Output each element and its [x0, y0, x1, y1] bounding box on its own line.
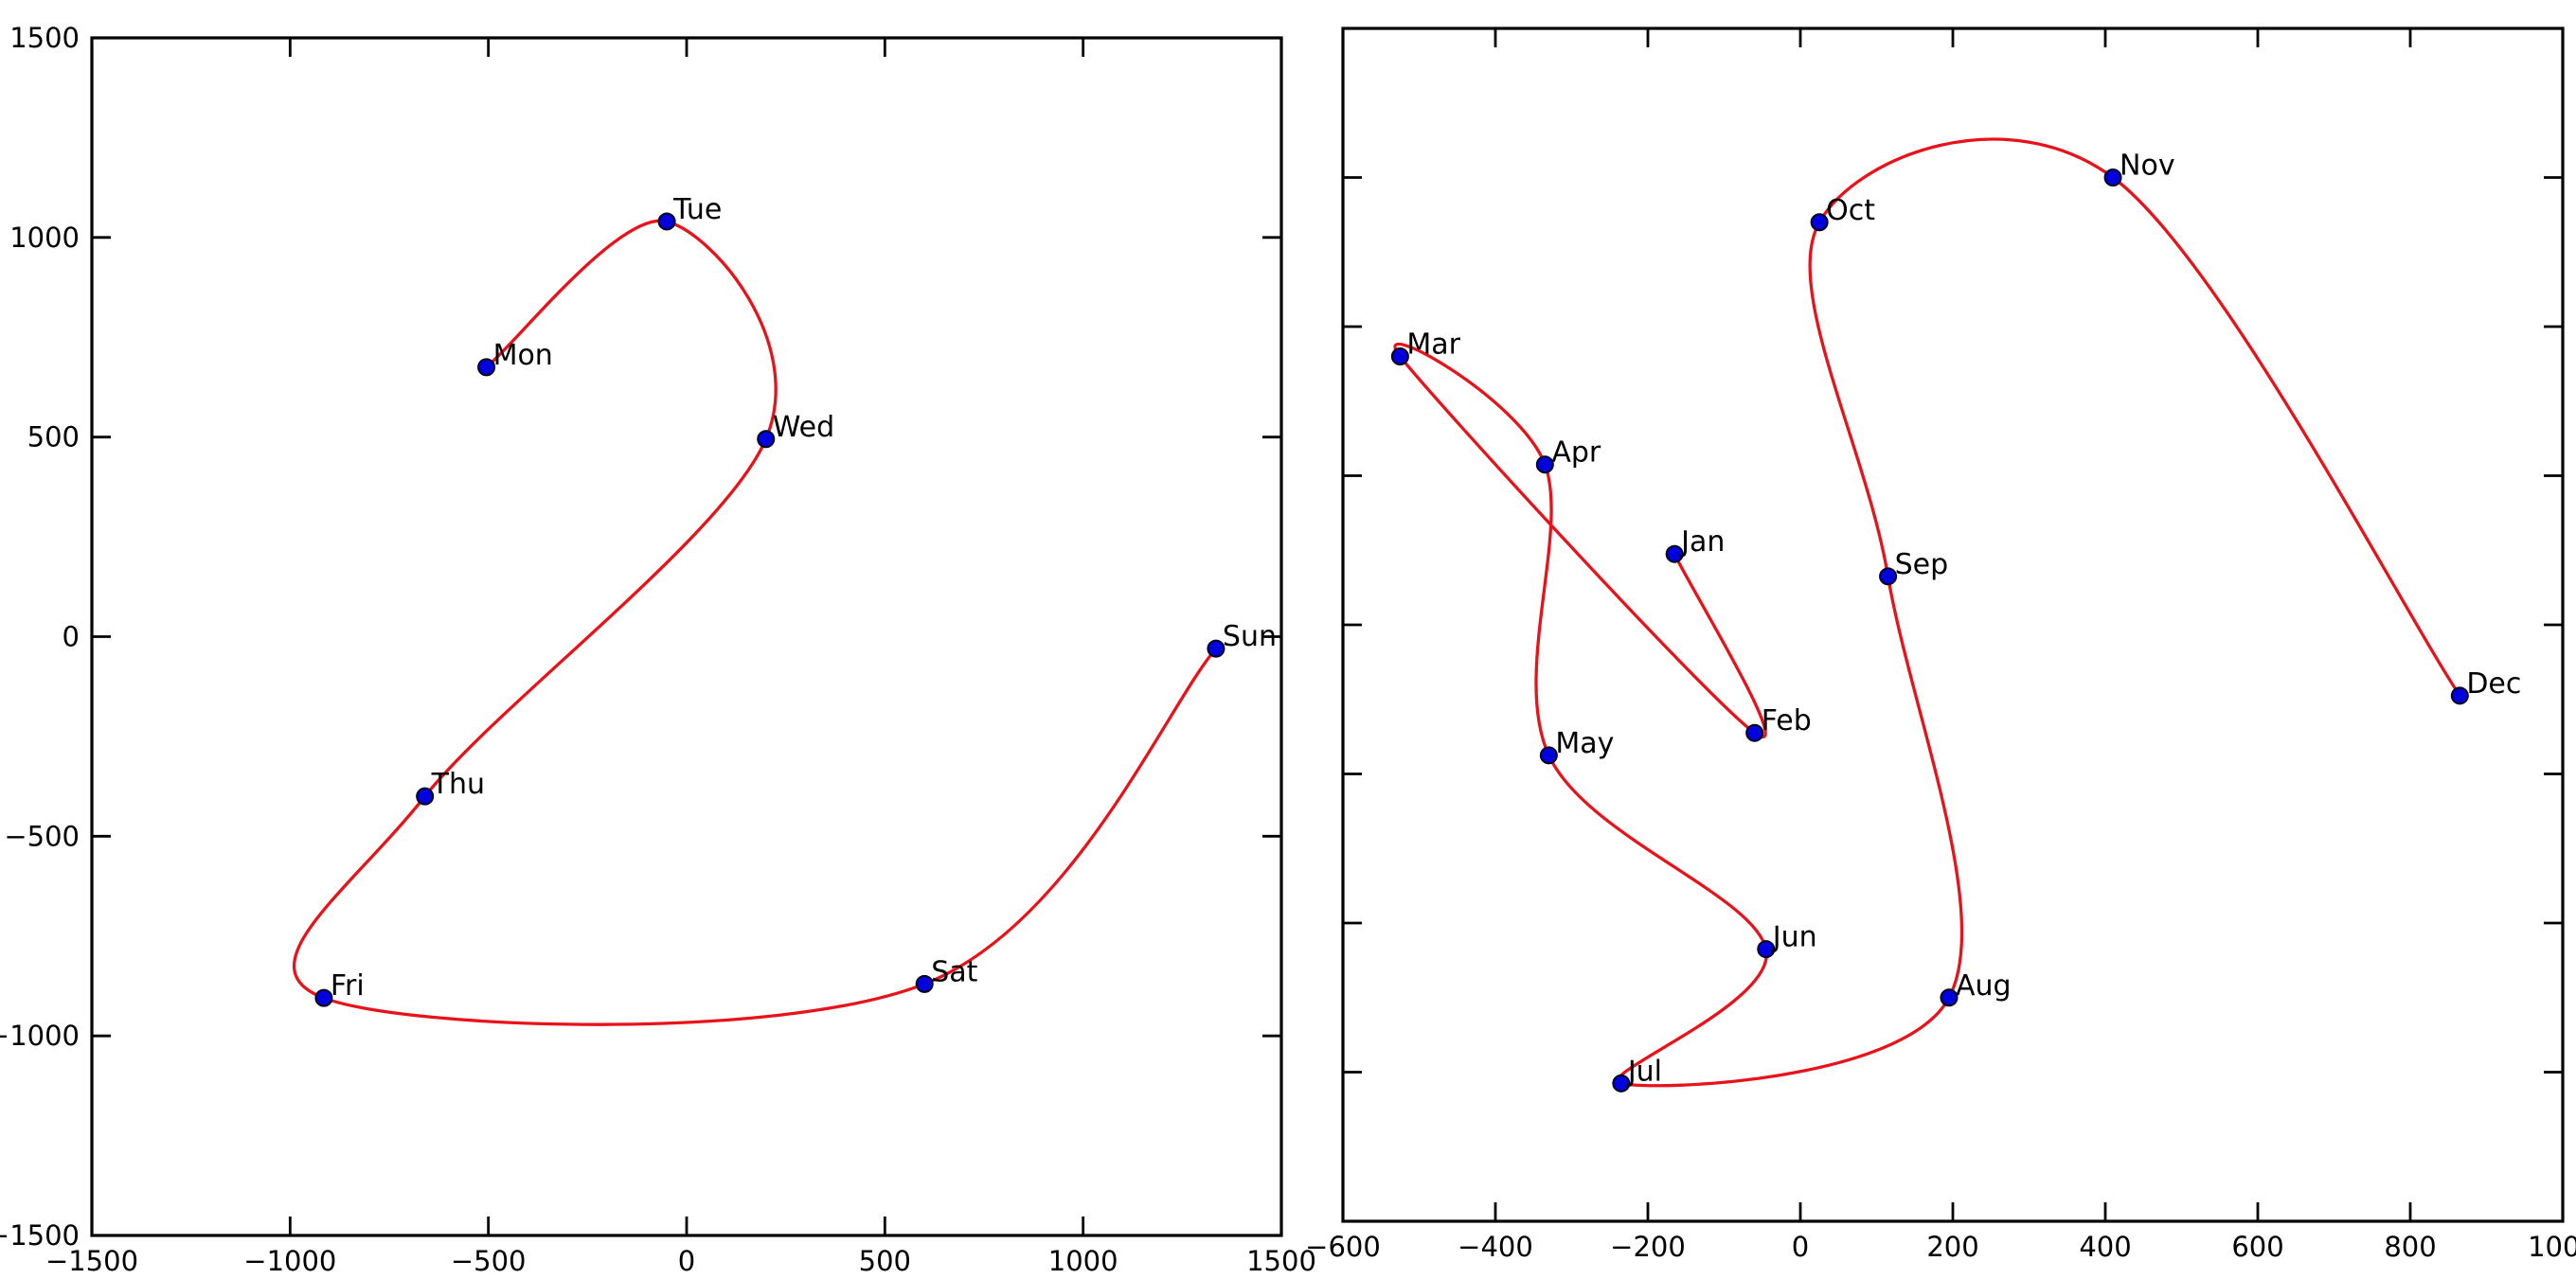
data-point-oct [1810, 213, 1829, 232]
x-tick-label: 0 [678, 1245, 695, 1277]
x-tick-label: 500 [859, 1245, 911, 1277]
point-label-jul: Jul [1626, 1055, 1662, 1088]
y-tick-label: 1500 [9, 22, 80, 54]
x-tick-label: 0 [1792, 1231, 1809, 1263]
x-tick-label: −400 [1458, 1231, 1533, 1263]
data-point-feb [1745, 723, 1764, 742]
y-tick-label: 0 [63, 621, 80, 653]
trajectory-line [1393, 137, 2461, 1088]
point-label-may: May [1555, 727, 1614, 760]
point-label-oct: Oct [1826, 194, 1875, 227]
data-point-jun [1757, 940, 1776, 959]
point-label-sep: Sep [1895, 548, 1949, 581]
point-label-wed: Wed [773, 411, 834, 444]
x-tick-label: −500 [451, 1245, 527, 1277]
y-tick-label: 500 [27, 421, 80, 453]
x-tick-label: 1000 [1048, 1245, 1118, 1277]
x-tick-label: −600 [1305, 1231, 1381, 1263]
data-point-thu [416, 787, 435, 806]
point-label-apr: Apr [1551, 436, 1601, 470]
data-point-nov [2103, 169, 2122, 187]
point-label-nov: Nov [2120, 150, 2175, 183]
point-label-sat: Sat [931, 955, 977, 988]
x-tick-label: 400 [2079, 1231, 2131, 1263]
data-point-wed [757, 430, 776, 449]
point-label-mon: Mon [493, 339, 553, 372]
point-label-thu: Thu [431, 768, 485, 801]
data-point-jan [1665, 544, 1684, 563]
data-point-fri [314, 988, 333, 1007]
x-tick-label: −1000 [243, 1245, 336, 1277]
data-point-jul [1612, 1074, 1631, 1092]
data-point-sun [1207, 639, 1225, 658]
point-label-fri: Fri [331, 969, 365, 1003]
point-label-feb: Feb [1762, 704, 1812, 737]
data-point-sat [915, 974, 934, 993]
y-tick-label: −1000 [0, 1020, 80, 1052]
data-point-apr [1535, 455, 1554, 474]
data-point-mar [1390, 347, 1409, 365]
x-tick-label: 1500 [1246, 1245, 1316, 1277]
x-tick-label: 800 [2384, 1231, 2436, 1263]
x-tick-label: 200 [1926, 1231, 1978, 1263]
y-tick-label: 1000 [9, 222, 80, 254]
x-tick-label: 1000 [2528, 1231, 2576, 1263]
data-point-tue [657, 212, 676, 231]
point-label-jan: Jan [1679, 525, 1725, 559]
weekday-embedding-plot: −1500 −1000 −500 0 500 1000 1500 −1500 −1000 −500… [0, 22, 1316, 1277]
y-tick-label: −1500 [0, 1219, 80, 1252]
point-label-mar: Mar [1406, 329, 1460, 362]
data-point-sep [1879, 567, 1898, 586]
x-tick-label: −200 [1610, 1231, 1686, 1263]
x-tick-label: 600 [2231, 1231, 2283, 1263]
data-point-dec [2450, 686, 2469, 705]
y-tick-label: −500 [4, 820, 80, 852]
trajectory-line [292, 219, 1218, 1026]
axes-frame [1341, 27, 2565, 1223]
point-label-tue: Tue [672, 193, 722, 226]
month-embedding-plot: −600 −400 −200 0 200 400 600 800 1000 Jan Feb Mar Ap… [1305, 27, 2576, 1263]
point-label-jun: Jun [1771, 921, 1817, 954]
data-point-aug [1940, 988, 1959, 1007]
x-tick-label: −1500 [45, 1245, 138, 1277]
point-label-sun: Sun [1223, 620, 1277, 653]
data-point-mon [477, 358, 496, 377]
point-label-aug: Aug [1956, 969, 2012, 1003]
point-label-dec: Dec [2466, 667, 2521, 701]
data-point-may [1539, 746, 1558, 765]
